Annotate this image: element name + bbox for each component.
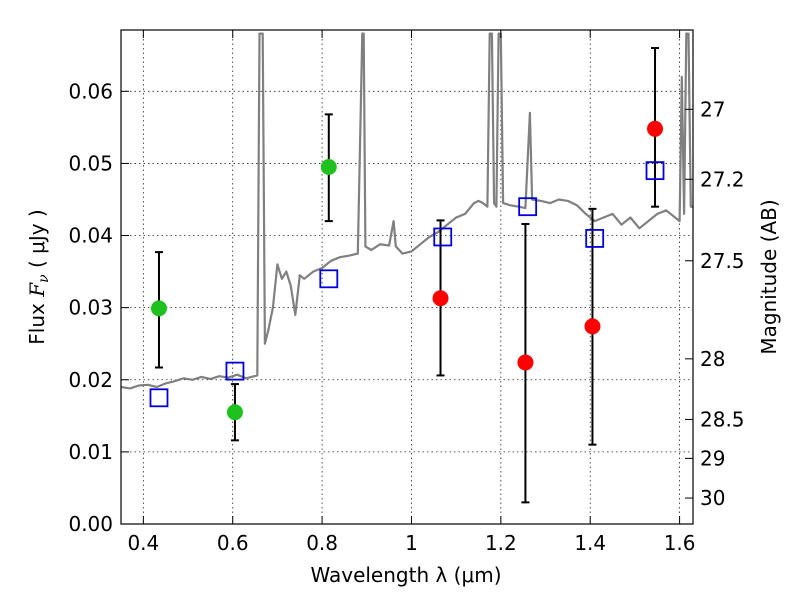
data-point [432,290,449,307]
y-tick-label: 0.00 [68,512,113,536]
y-right-tick-label: 27.5 [700,249,745,273]
model-point [645,161,665,181]
y-right-axis-label: Magnitude (AB) [757,199,781,354]
plot-frame [120,29,694,525]
spectrum-line [121,32,693,390]
y-right-tick-label: 28 [700,347,725,371]
y-axis-label-f: F [25,282,49,298]
x-tick-label: 0.6 [217,531,249,555]
y-axis-label: Flux Fν ( μJy ) [25,209,52,344]
y-axis-label-flux: Flux [25,297,49,345]
model-point [585,229,605,248]
y-tick-label: 0.05 [68,151,113,175]
y-right-tick-label: 27.2 [700,167,745,191]
x-axis-label: Wavelength λ (μm) [310,563,501,587]
y-tick-label: 0.01 [68,440,113,464]
data-point [226,404,243,421]
data-point [150,300,167,317]
data-points [149,47,665,504]
axis-ticks: 0.4 0.6 0.8 1 1.2 1.4 1.6 0.00 0.01 0.02 0.03 0.04 0… [68,30,745,555]
data-point [584,318,601,335]
y-tick-label: 0.03 [68,296,113,320]
data-point [647,120,664,137]
x-tick-label: 1.6 [664,531,696,555]
x-tick-label: 1.4 [574,531,606,555]
y-axis-label-nu: ν [36,274,52,283]
data-point [320,159,337,176]
model-point [225,361,245,381]
model-point [518,197,538,217]
x-tick-label: 0.4 [127,531,159,555]
x-tick-label: 1.2 [485,531,517,555]
y-right-tick-label: 30 [700,486,725,510]
y-axis-label-unit: ( μJy ) [25,209,49,274]
y-tick-label: 0.06 [68,79,113,103]
x-tick-label: 1 [405,531,418,555]
model-point [149,388,169,408]
y-right-tick-label: 28.5 [700,407,745,431]
y-right-tick-label: 29 [700,446,725,470]
spectrum [121,32,693,390]
x-tick-label: 0.8 [306,531,338,555]
y-tick-label: 0.02 [68,368,113,392]
model-point [433,227,453,247]
y-right-tick-label: 27 [700,97,725,121]
model-point [319,269,339,289]
grid-lines [121,30,693,525]
y-tick-label: 0.04 [68,224,113,248]
data-point [517,354,534,371]
